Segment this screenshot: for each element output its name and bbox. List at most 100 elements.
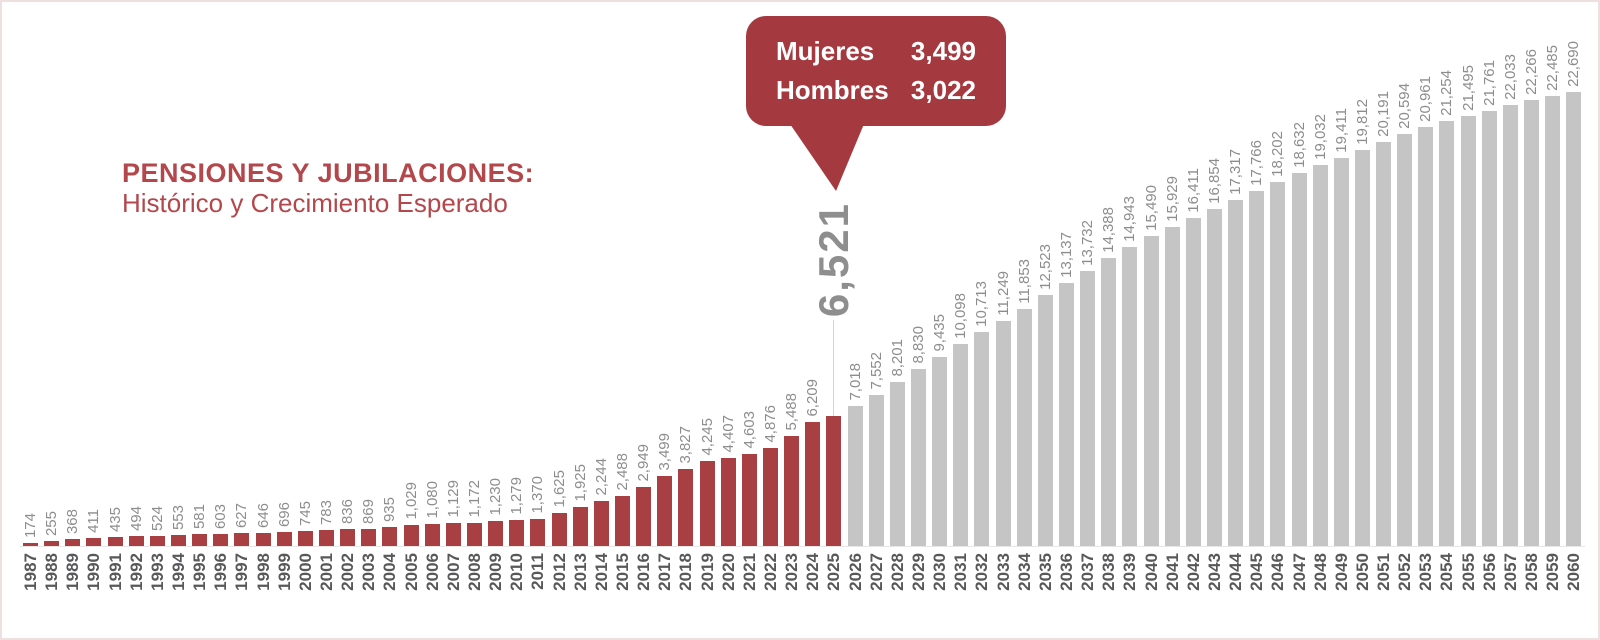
bar-1998 [255, 533, 271, 546]
year-tick-label: 2039 [1120, 553, 1140, 591]
bar-column-2011: 1,370 [527, 476, 548, 546]
year-tick-2044: 2044 [1225, 553, 1246, 613]
value-label-1989: 368 [64, 508, 82, 534]
year-tick-2000: 2000 [295, 553, 316, 613]
year-tick-2035: 2035 [1035, 553, 1056, 613]
bar-column-1992: 494 [126, 506, 147, 546]
year-tick-label: 2032 [972, 553, 992, 591]
value-label-1995: 581 [191, 503, 209, 529]
bar-column-2008: 1,172 [464, 480, 485, 546]
callout-label-mujeres: Mujeres [776, 36, 875, 67]
value-label-1997: 627 [233, 502, 251, 528]
year-tick-2001: 2001 [316, 553, 337, 613]
bar-column-1997: 627 [231, 503, 252, 546]
year-tick-2018: 2018 [675, 553, 696, 613]
year-tick-label: 2011 [528, 553, 548, 590]
year-tick-label: 2054 [1437, 553, 1457, 591]
bar-column-2006: 1,080 [422, 481, 443, 546]
bar-column-2022: 4,876 [760, 405, 781, 546]
year-tick-label: 2015 [613, 553, 632, 591]
bar-column-2003: 869 [358, 499, 379, 546]
year-tick-1992: 1992 [126, 553, 147, 613]
value-label-2014: 2,244 [592, 458, 610, 496]
year-tick-label: 2060 [1564, 553, 1584, 591]
bar-column-2010: 1,279 [506, 477, 527, 546]
bar-column-2049: 19,411 [1331, 108, 1352, 546]
value-label-2037: 13,732 [1079, 220, 1097, 266]
year-tick-2005: 2005 [401, 553, 422, 613]
year-tick-label: 2031 [951, 553, 971, 591]
year-tick-label: 2048 [1310, 553, 1330, 591]
callout-row-hombres: Hombres 3,022 [776, 76, 976, 105]
bar-column-2042: 16,411 [1183, 168, 1204, 546]
bar-column-2036: 13,137 [1056, 232, 1077, 546]
bar-2031 [953, 344, 969, 546]
year-tick-2009: 2009 [485, 553, 506, 613]
year-tick-2017: 2017 [654, 553, 675, 613]
callout-label-hombres: Hombres [776, 75, 889, 105]
year-tick-label: 2005 [401, 553, 421, 591]
bar-2048 [1312, 165, 1328, 546]
bar-2038 [1101, 258, 1117, 546]
year-tick-2059: 2059 [1542, 553, 1563, 613]
year-tick-label: 1997 [232, 553, 252, 591]
bar-2011 [530, 519, 546, 546]
bar-1996 [213, 534, 229, 546]
year-tick-2003: 2003 [358, 553, 379, 613]
bar-column-2035: 12,523 [1035, 244, 1056, 546]
bar-2003 [361, 529, 377, 546]
bar-2044 [1228, 200, 1244, 546]
bar-2042 [1185, 218, 1201, 546]
year-tick-label: 2053 [1416, 553, 1436, 591]
value-label-1994: 553 [170, 504, 188, 530]
year-tick-label: 1987 [21, 553, 41, 591]
year-tick-2037: 2037 [1077, 553, 1098, 613]
value-label-2058: 22,266 [1523, 49, 1541, 95]
value-label-2048: 19,032 [1311, 114, 1329, 160]
year-tick-2006: 2006 [422, 553, 443, 613]
year-tick-label: 2041 [1162, 553, 1182, 591]
bar-column-2053: 20,961 [1415, 76, 1436, 546]
bar-1993 [149, 536, 165, 546]
year-tick-label: 2028 [887, 553, 907, 591]
year-tick-label: 2002 [338, 553, 358, 591]
year-tick-label: 2050 [1352, 553, 1372, 591]
bar-column-2015: 2,488 [612, 453, 633, 546]
year-tick-label: 2018 [676, 553, 696, 591]
year-tick-2025: 2025 [823, 553, 844, 613]
value-label-1992: 494 [127, 505, 145, 531]
year-tick-label: 2000 [295, 553, 315, 591]
year-tick-2016: 2016 [633, 553, 654, 613]
year-tick-label: 2030 [930, 553, 950, 591]
year-tick-2060: 2060 [1563, 553, 1584, 613]
value-label-2040: 15,490 [1142, 185, 1160, 231]
bar-column-2054: 21,254 [1436, 70, 1457, 546]
year-tick-label: 2024 [803, 553, 823, 591]
year-tick-2034: 2034 [1014, 553, 1035, 613]
bar-column-1996: 603 [210, 504, 231, 546]
bar-column-2046: 18,202 [1267, 131, 1288, 546]
bar-column-2058: 22,266 [1521, 49, 1542, 546]
year-tick-label: 2021 [739, 553, 759, 591]
value-label-2018: 3,827 [677, 426, 695, 464]
bar-2023 [784, 436, 800, 546]
value-label-2038: 14,388 [1100, 207, 1118, 253]
year-tick-2041: 2041 [1162, 553, 1183, 613]
year-tick-label: 2006 [422, 553, 442, 591]
callout-row-mujeres: Mujeres 3,499 [776, 37, 976, 66]
year-tick-2015: 2015 [612, 553, 633, 613]
bar-column-2014: 2,244 [591, 458, 612, 546]
value-label-2039: 14,943 [1121, 196, 1139, 242]
bar-2000 [297, 531, 313, 546]
year-tick-2053: 2053 [1415, 553, 1436, 613]
year-tick-label: 2049 [1331, 553, 1351, 591]
value-label-2005: 1,029 [402, 482, 420, 520]
bar-1991 [107, 537, 123, 546]
year-tick-label: 1994 [169, 553, 189, 591]
year-tick-label: 2038 [1099, 553, 1119, 591]
year-tick-1998: 1998 [253, 553, 274, 613]
value-label-2043: 16,854 [1205, 158, 1223, 204]
bar-column-2043: 16,854 [1204, 158, 1225, 546]
value-label-2012: 1,625 [550, 470, 568, 508]
